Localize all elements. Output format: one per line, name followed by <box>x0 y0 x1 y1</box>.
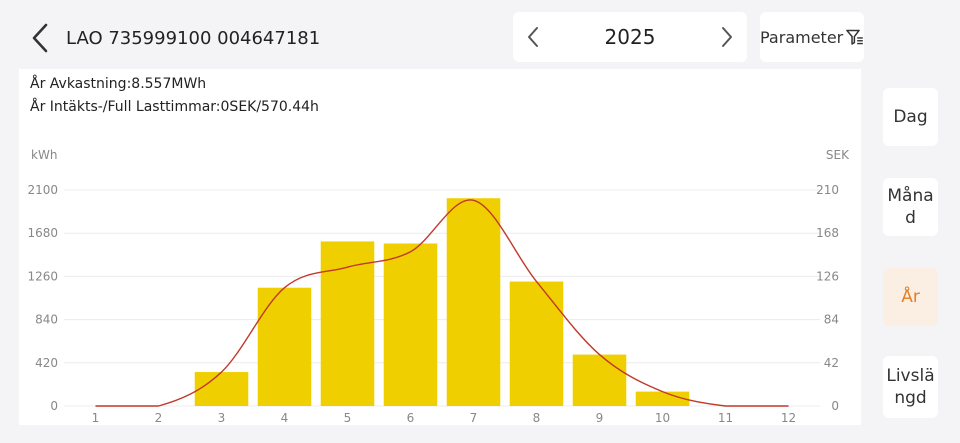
chevron-left-icon <box>32 23 48 53</box>
x-tick-label: 11 <box>718 411 733 425</box>
back-button[interactable] <box>26 22 54 54</box>
bar <box>257 287 312 406</box>
next-year-button[interactable] <box>711 21 743 53</box>
tab-lifetime[interactable]: Livslä ngd <box>883 356 938 418</box>
y-axis-unit: kWh <box>31 148 57 162</box>
bar <box>320 241 375 406</box>
year-selector: 2025 <box>513 12 747 62</box>
yearly-yield-text: År Avkastning:8.557MWh <box>30 76 207 92</box>
bar <box>635 391 690 406</box>
chevron-left-icon <box>528 27 538 47</box>
x-tick-label: 4 <box>281 411 289 425</box>
tab-lifetime-label: Livslä ngd <box>886 366 935 408</box>
y2-tick-label: 42 <box>824 356 839 370</box>
x-tick-label: 8 <box>533 411 541 425</box>
y-tick-label: 2100 <box>27 183 58 197</box>
x-tick-label: 5 <box>344 411 352 425</box>
x-tick-label: 2 <box>155 411 163 425</box>
parameter-filter-button[interactable]: Parameter <box>760 12 864 62</box>
y-tick-label: 420 <box>35 356 58 370</box>
y2-tick-label: 84 <box>824 313 839 327</box>
bar <box>509 281 564 406</box>
previous-year-button[interactable] <box>517 21 549 53</box>
y-tick-label: 1260 <box>27 269 58 283</box>
filter-icon <box>846 29 864 45</box>
x-tick-label: 7 <box>470 411 478 425</box>
tab-month-label: Måna d <box>887 186 934 228</box>
tab-day[interactable]: Dag <box>883 88 938 146</box>
x-tick-label: 10 <box>655 411 670 425</box>
x-tick-label: 9 <box>596 411 604 425</box>
bar <box>383 243 438 406</box>
y2-tick-label: 168 <box>816 226 839 240</box>
tab-year-label: År <box>901 287 920 307</box>
y2-axis-unit: SEK <box>826 148 850 162</box>
bar <box>194 372 249 406</box>
revenue-line <box>95 199 789 407</box>
x-tick-label: 3 <box>218 411 226 425</box>
x-tick-label: 12 <box>781 411 796 425</box>
y2-tick-label: 0 <box>831 399 839 413</box>
y2-tick-label: 210 <box>816 183 839 197</box>
y-tick-label: 840 <box>35 313 58 327</box>
bar <box>446 198 501 406</box>
x-tick-label: 6 <box>407 411 415 425</box>
bar <box>572 354 627 406</box>
yield-chart-card: År Avkastning:8.557MWh År Intäkts-/Full … <box>19 69 861 425</box>
tab-month[interactable]: Måna d <box>883 178 938 236</box>
y2-tick-label: 126 <box>816 269 839 283</box>
chevron-right-icon <box>722 27 732 47</box>
parameter-label: Parameter <box>760 27 844 47</box>
y-tick-label: 0 <box>50 399 58 413</box>
tab-day-label: Dag <box>893 107 928 127</box>
tab-year[interactable]: År <box>883 268 938 326</box>
y-tick-label: 1680 <box>27 226 58 240</box>
x-tick-label: 1 <box>92 411 100 425</box>
station-title: LAO 735999100 004647181 <box>66 28 321 49</box>
year-label: 2025 <box>604 25 656 49</box>
yearly-income-text: År Intäkts-/Full Lasttimmar:0SEK/570.44h <box>30 99 319 115</box>
